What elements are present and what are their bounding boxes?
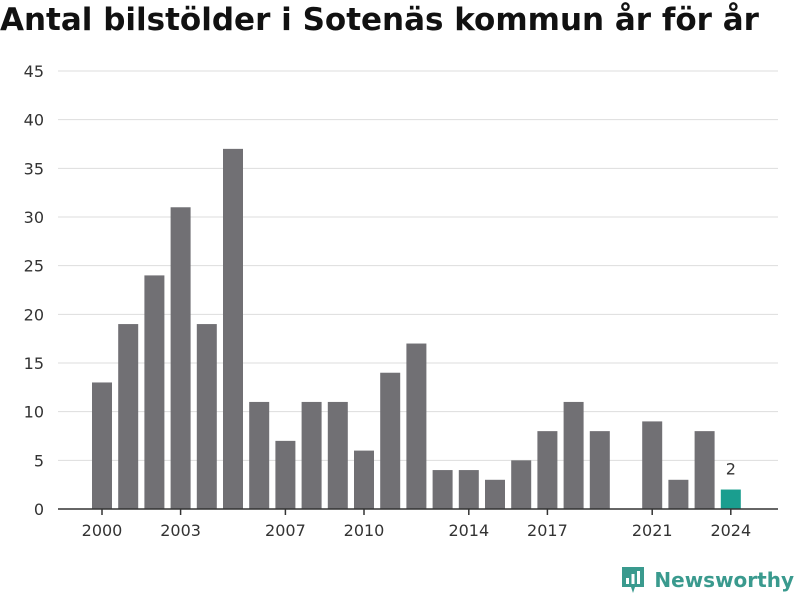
bar bbox=[537, 431, 558, 509]
bar-highlight bbox=[720, 489, 741, 509]
y-tick-label: 25 bbox=[24, 257, 44, 276]
bar bbox=[642, 421, 663, 509]
x-tick-label: 2017 bbox=[527, 521, 568, 540]
y-tick-label: 10 bbox=[24, 403, 44, 422]
bar bbox=[170, 207, 191, 509]
y-tick-label: 30 bbox=[24, 208, 44, 227]
bar bbox=[458, 470, 479, 509]
data-label: 2 bbox=[726, 460, 736, 479]
bar bbox=[694, 431, 715, 509]
bar bbox=[485, 479, 505, 509]
y-tick-label: 5 bbox=[34, 451, 44, 470]
bar bbox=[432, 470, 453, 509]
x-tick-label: 2021 bbox=[632, 521, 673, 540]
y-tick-label: 0 bbox=[34, 500, 44, 519]
y-tick-label: 40 bbox=[24, 111, 44, 130]
bar bbox=[327, 401, 348, 509]
bar bbox=[92, 382, 112, 509]
x-tick-label: 2007 bbox=[265, 521, 306, 540]
bar bbox=[196, 324, 217, 509]
bar bbox=[589, 431, 610, 509]
x-tick-label: 2014 bbox=[448, 521, 489, 540]
brand-logo: Newsworthy bbox=[620, 565, 794, 595]
bar bbox=[354, 450, 374, 509]
newsworthy-logo-icon bbox=[622, 567, 645, 593]
bar bbox=[511, 460, 532, 509]
x-tick-label: 2000 bbox=[82, 521, 123, 540]
x-tick-label: 2024 bbox=[710, 521, 751, 540]
x-tick-label: 2003 bbox=[160, 521, 201, 540]
x-tick-label: 2010 bbox=[344, 521, 385, 540]
y-tick-label: 15 bbox=[24, 354, 44, 373]
bar bbox=[275, 440, 296, 509]
bar bbox=[406, 343, 427, 509]
bar bbox=[144, 275, 165, 509]
bar bbox=[380, 372, 401, 509]
bar bbox=[301, 401, 322, 509]
bar bbox=[563, 401, 584, 509]
bar bbox=[223, 148, 243, 509]
bar bbox=[118, 324, 139, 509]
y-tick-label: 35 bbox=[24, 159, 44, 178]
y-tick-label: 45 bbox=[24, 62, 44, 81]
chart-title: Antal bilstölder i Sotenäs kommun år för… bbox=[0, 2, 759, 38]
bar bbox=[668, 479, 689, 509]
y-tick-label: 20 bbox=[24, 305, 44, 324]
bar bbox=[249, 401, 270, 509]
brand-name: Newsworthy bbox=[654, 568, 794, 592]
